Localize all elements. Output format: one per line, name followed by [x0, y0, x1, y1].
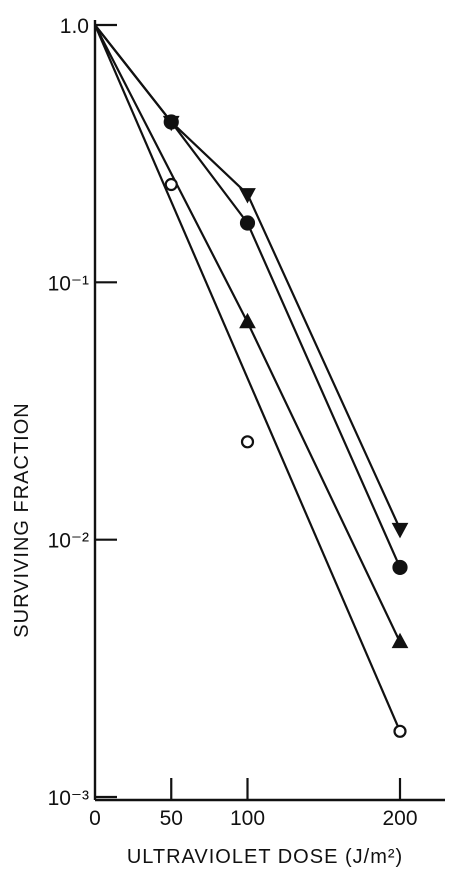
y-tick-label: 10⁻¹	[48, 272, 89, 295]
x-tick-label: 0	[89, 807, 101, 830]
y-tick-label: 1.0	[60, 15, 89, 38]
data-point-circle-open	[164, 177, 178, 192]
series-lines	[93, 24, 402, 732]
x-tick-label: 200	[382, 807, 417, 830]
series-line-triangle-down-filled	[94, 24, 402, 530]
x-tick-label: 50	[160, 807, 183, 830]
data-point-circle-filled	[392, 559, 408, 576]
data-point-triangle-up-filled	[239, 312, 256, 329]
series-line-triangle-up-filled	[94, 24, 401, 643]
series-line-circle-open	[93, 24, 402, 732]
data-point-circle-filled	[163, 114, 179, 130]
series-line-circle-filled	[94, 24, 402, 568]
y-axis-label: SURVIVING FRACTION	[11, 402, 33, 637]
x-ticks: 0 50 100 200	[89, 778, 418, 830]
x-axis-label: ULTRAVIOLET DOSE (J/m²)	[127, 846, 403, 868]
series-points	[162, 114, 409, 738]
axes	[93, 20, 445, 802]
y-tick-label: 10⁻²	[48, 530, 89, 553]
data-point-circle-open	[240, 435, 255, 449]
x-tick-label: 100	[230, 807, 265, 830]
y-ticks: 1.0 10⁻¹ 10⁻² 10⁻³	[48, 15, 117, 810]
data-point-circle-open	[393, 724, 407, 738]
y-tick-label: 10⁻³	[48, 787, 89, 810]
data-point-triangle-down-filled	[239, 188, 256, 204]
data-point-triangle-up-filled	[391, 632, 409, 649]
data-point-circle-filled	[239, 215, 256, 231]
data-point-triangle-down-filled	[391, 522, 409, 539]
